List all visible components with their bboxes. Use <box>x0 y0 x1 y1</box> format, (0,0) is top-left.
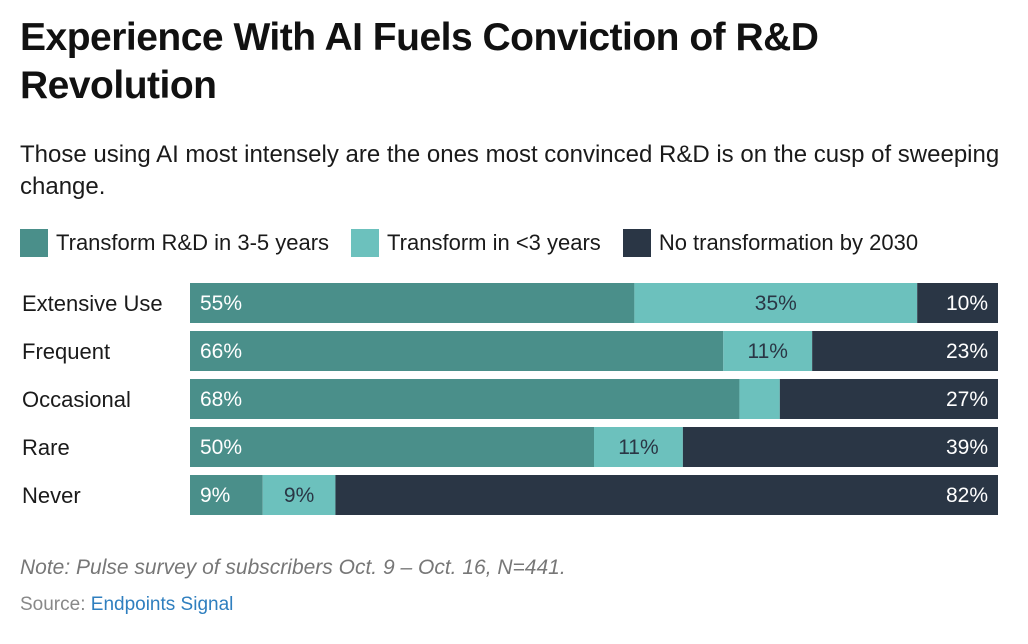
bar-segment <box>634 283 918 323</box>
data-label: 55% <box>200 292 242 315</box>
legend-swatch-series3 <box>622 229 651 257</box>
bar-segment <box>739 379 780 419</box>
row-label: Rare <box>22 435 70 460</box>
data-label: 27% <box>946 388 988 411</box>
data-label: 9% <box>200 484 230 507</box>
chart-title: Experience With AI Fuels Conviction of R… <box>20 16 819 107</box>
legend-label-series1: Transform R&D in 3-5 years <box>56 230 330 255</box>
data-label: 11% <box>747 340 787 363</box>
chart-source: Source: Endpoints Signal <box>20 594 233 616</box>
bar-segment <box>812 331 998 371</box>
legend-item-series3: No transformation by 2030 <box>622 229 919 257</box>
data-label: 66% <box>200 340 242 363</box>
data-label: 68% <box>200 388 242 411</box>
bar-segment <box>190 379 740 419</box>
bar-segment <box>682 427 998 467</box>
data-label: 23% <box>946 340 988 363</box>
bar-segment <box>190 475 263 515</box>
bar-segment <box>917 283 998 323</box>
data-label: 9% <box>284 484 314 507</box>
row-label: Frequent <box>22 339 110 364</box>
legend-label-series2: Transform in <3 years <box>387 230 601 255</box>
row-label: Never <box>22 483 81 508</box>
bar-segment <box>594 427 683 467</box>
legend: Transform R&D in 3-5 years Transform in … <box>20 228 940 258</box>
data-label: 35% <box>755 292 797 315</box>
bar-segment <box>335 475 998 515</box>
legend-item-series2: Transform in <3 years <box>351 229 601 257</box>
legend-swatch-series1 <box>20 229 48 257</box>
data-label: 10% <box>946 292 988 315</box>
data-label: 50% <box>200 436 242 459</box>
stacked-bar-chart: Extensive Use 55% 35% 10% Frequent 66% 11% 23% O… <box>22 283 998 515</box>
chart-subtitle: Those using AI most intensely are the on… <box>20 141 1000 200</box>
legend-item-series1: Transform R&D in 3-5 years <box>20 229 329 257</box>
legend-label-series3: No transformation by 2030 <box>658 230 919 255</box>
bar-segment <box>190 283 635 323</box>
source-link[interactable]: Endpoints Signal <box>90 594 234 615</box>
bar-segment <box>262 475 336 515</box>
bar-segment <box>190 427 594 467</box>
bar-segment <box>779 379 998 419</box>
row-label: Extensive Use <box>22 291 163 316</box>
legend-swatch-series2 <box>351 229 380 257</box>
data-label: 11% <box>618 436 658 459</box>
data-label: 82% <box>946 484 988 507</box>
bar-segment <box>190 331 724 371</box>
source-prefix: Source: <box>20 594 91 615</box>
bar-segment <box>723 331 813 371</box>
chart-note: Note: Pulse survey of subscribers Oct. 9… <box>20 556 566 579</box>
data-label: 39% <box>946 436 988 459</box>
row-label: Occasional <box>22 387 131 412</box>
